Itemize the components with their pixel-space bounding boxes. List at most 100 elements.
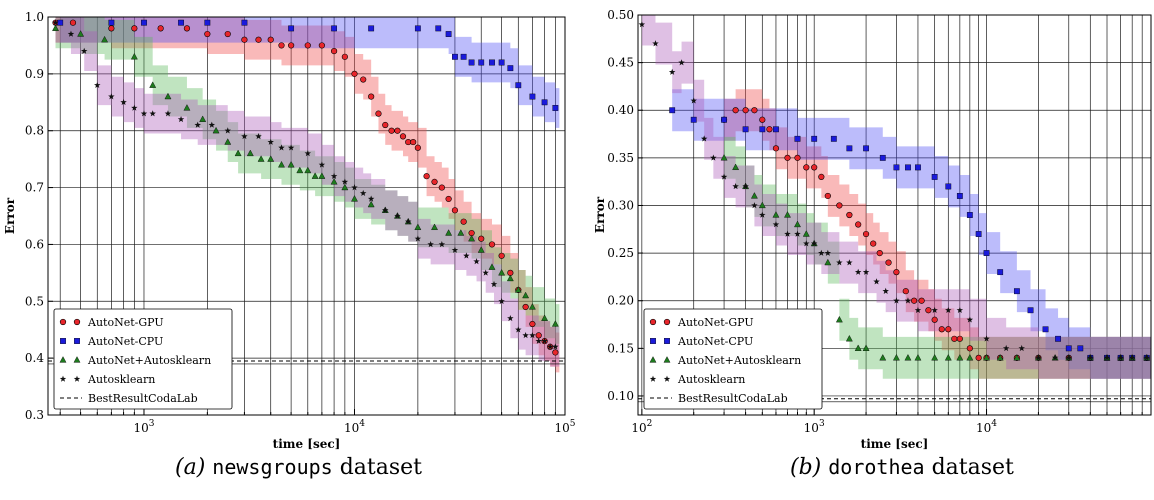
point-autonet-autosklearn [983, 354, 990, 361]
point-autonet-gpu [204, 30, 211, 38]
point-autonet-gpu [183, 25, 191, 32]
point-autosklearn [794, 230, 801, 237]
point-autonet-gpu [460, 218, 467, 225]
point-autosklearn [351, 184, 358, 191]
point-autonet-gpu [278, 42, 285, 49]
legend-swatch [664, 338, 670, 344]
point-autonet-gpu [751, 107, 758, 114]
point-autonet-gpu [803, 164, 810, 171]
band-autonet-gpu [55, 17, 560, 373]
point-autonet-autosklearn [304, 166, 312, 174]
y-tick-label: 0.3 [25, 408, 44, 422]
point-autonet-gpu [893, 269, 900, 276]
point-autonet-gpu [131, 25, 138, 32]
x-tick-label: 102 [631, 419, 652, 435]
point-autonet-autosklearn [966, 354, 974, 361]
point-autosklearn [341, 178, 349, 185]
point-autosklearn [1018, 344, 1025, 352]
legend-swatch [73, 375, 81, 382]
point-autonet-autosklearn [879, 354, 887, 361]
caption-a-label: (a) [175, 455, 206, 480]
point-autonet-cpu [445, 31, 452, 37]
point-autonet-gpu [224, 30, 231, 38]
y-tick-label: 0.30 [607, 198, 634, 212]
x-tick-label: 105 [554, 419, 575, 435]
point-autonet-gpu [267, 36, 274, 43]
point-autonet-gpu [69, 19, 77, 26]
point-autonet-cpu [241, 19, 248, 26]
point-autonet-autosklearn [224, 138, 232, 145]
point-autonet-gpu [478, 235, 485, 242]
point-autonet-autosklearn [732, 163, 740, 170]
y-axis-label: Error [593, 196, 607, 233]
point-autonet-gpu [330, 48, 338, 55]
point-autonet-autosklearn [445, 229, 453, 236]
point-autonet-gpu [399, 133, 407, 140]
point-autonet-gpu [438, 184, 445, 191]
point-autosklearn [367, 195, 375, 202]
point-autonet-cpu [773, 126, 779, 133]
point-autonet-autosklearn [835, 315, 843, 323]
point-autonet-cpu [983, 250, 990, 256]
y-tick-label: 0.25 [607, 246, 634, 260]
point-autosklearn [720, 173, 728, 180]
point-autonet-cpu [141, 19, 147, 26]
caption-a-dataset-name: newsgroups [212, 455, 333, 479]
point-autosklearn [552, 343, 559, 350]
point-autonet-autosklearn [414, 223, 422, 230]
point-autonet-gpu [855, 221, 862, 228]
legend: AutoNet-GPU AutoNet-CPU AutoNet+Autosklear… [643, 308, 823, 410]
point-autonet-gpu [951, 335, 958, 342]
point-autosklearn [507, 314, 514, 322]
point-autosklearn [914, 306, 922, 313]
plot-data [638, 15, 1151, 403]
point-autonet-gpu [945, 326, 952, 333]
point-autonet-cpu [108, 19, 115, 26]
plot-frame [637, 14, 1152, 416]
point-autonet-gpu [304, 42, 311, 49]
chart-panel-b: 0.10 0.15 0.20 0.25 0.30 0.35 0.40 0.45 0.50 102 1… [593, 8, 1152, 451]
point-autonet-autosklearn [854, 344, 862, 351]
point-autonet-autosklearn [287, 161, 295, 168]
point-autosklearn [854, 268, 862, 275]
point-autonet-gpu [552, 349, 559, 356]
point-autosklearn [966, 316, 974, 323]
legend-label: AutoNet-CPU [677, 335, 753, 348]
caption-b-label: (b) [790, 455, 822, 480]
legend-swatch [73, 356, 81, 363]
point-autosklearn [1143, 354, 1150, 361]
point-autonet-gpu [410, 138, 417, 146]
point-autonet-cpu [690, 116, 697, 123]
y-tick-label: 0.4 [25, 351, 44, 365]
point-autonet-cpu [57, 19, 64, 26]
y-axis-label: Error [3, 197, 17, 234]
point-autonet-cpu [529, 93, 536, 100]
legend-swatch [663, 318, 671, 326]
point-autonet-autosklearn [541, 314, 549, 321]
point-autonet-cpu [1027, 307, 1034, 314]
band-autonet-cpu [60, 17, 560, 128]
point-autosklearn [287, 144, 295, 151]
point-autonet-autosklearn [758, 201, 766, 209]
point-autosklearn [80, 47, 88, 54]
point-autonet-cpu [997, 269, 1004, 276]
legend-swatch [649, 318, 657, 326]
point-autonet-cpu [721, 116, 727, 123]
point-autonet-autosklearn [52, 24, 59, 31]
legend-swatch [60, 338, 66, 344]
band-autosklearn [55, 17, 560, 367]
point-autonet-autosklearn [101, 35, 109, 43]
point-autosklearn [1065, 354, 1072, 361]
y-tick-label: 1.0 [25, 10, 44, 24]
point-autonet-gpu [794, 154, 801, 161]
point-autonet-gpu [241, 36, 248, 43]
point-autosklearn [278, 144, 285, 151]
legend: AutoNet-GPU AutoNet-CPU AutoNet+Autosklear… [53, 308, 233, 410]
point-autonet-cpu [368, 25, 375, 32]
point-autonet-cpu [846, 145, 853, 152]
point-autonet-autosklearn [130, 52, 138, 60]
point-autonet-autosklearn [1013, 354, 1021, 361]
y-tick-label: 0.20 [607, 294, 634, 308]
legend-label: BestResultCodaLab [678, 392, 788, 405]
point-autosklearn [194, 121, 201, 128]
